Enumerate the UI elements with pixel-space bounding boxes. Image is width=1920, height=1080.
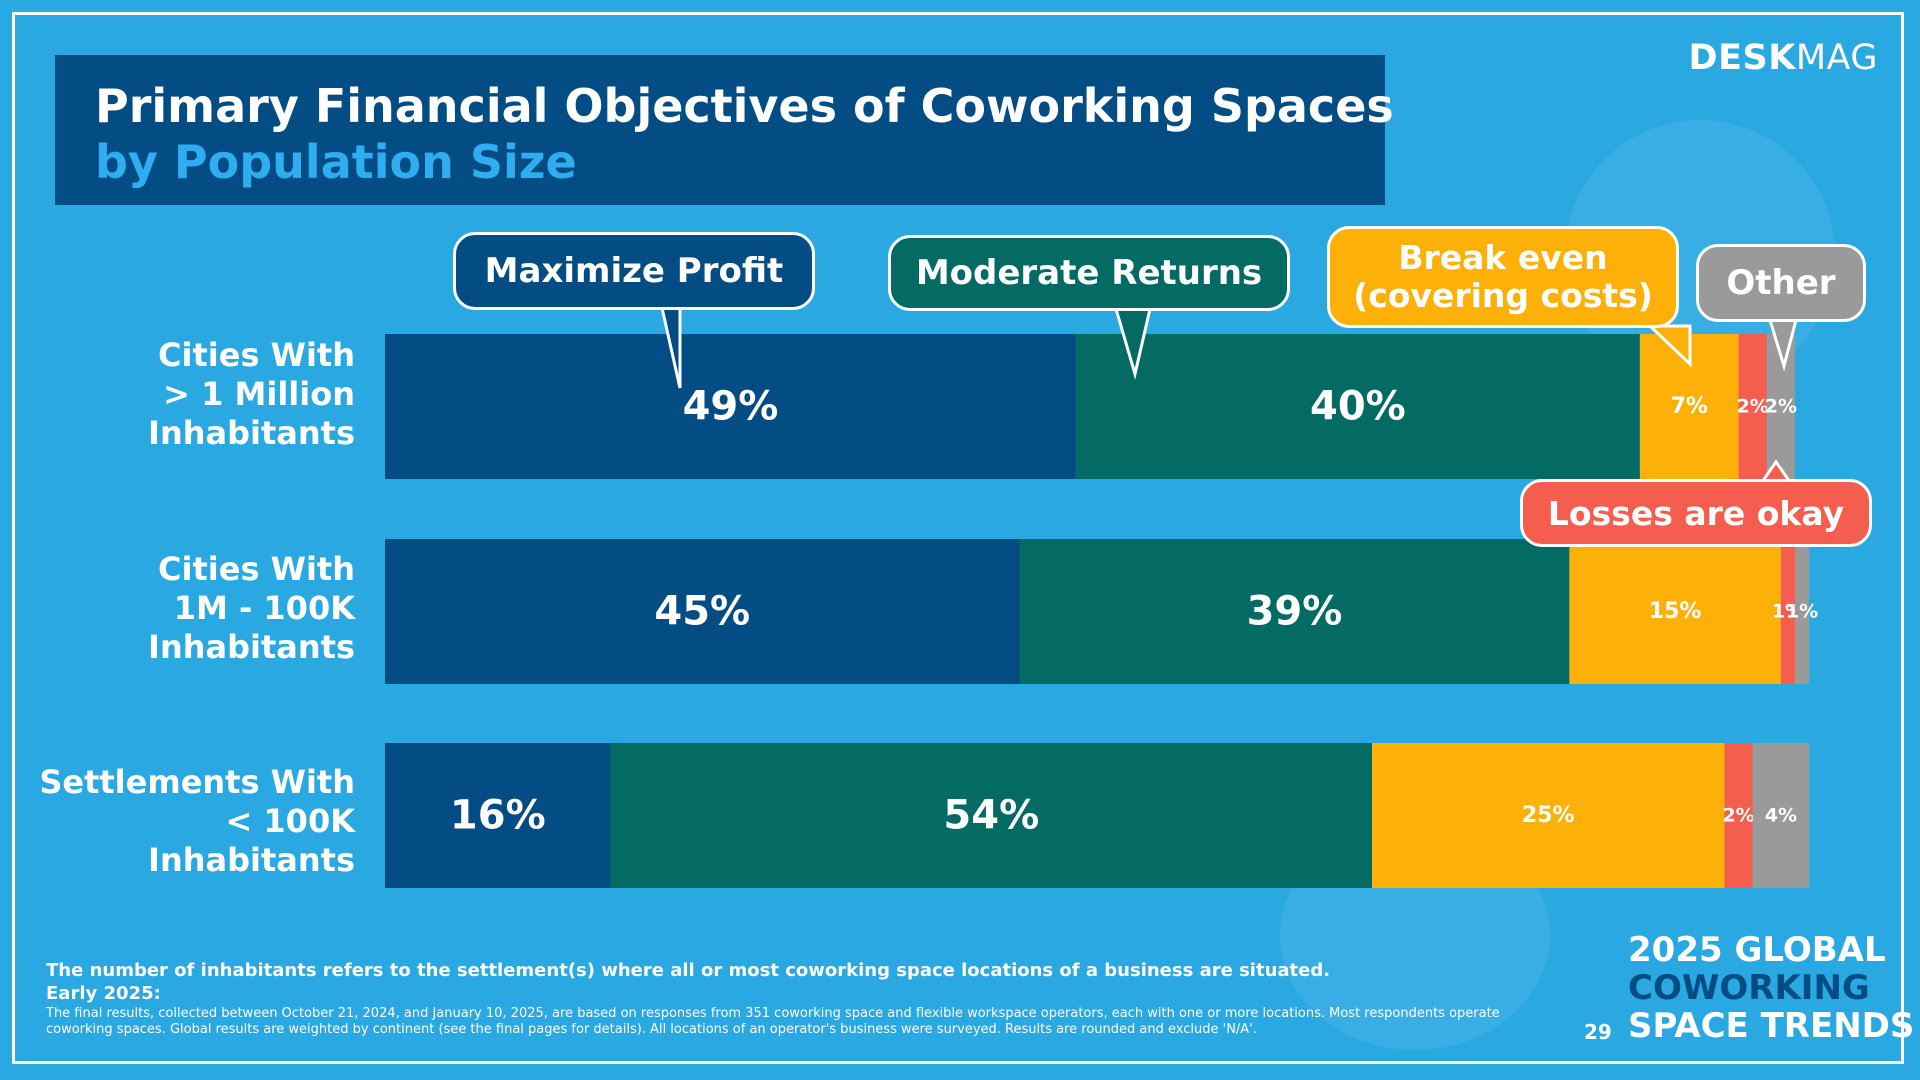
data-label-moderate-returns-row-2: 39% (1247, 589, 1343, 635)
data-label-break-even-row-1: 7% (1671, 394, 1708, 419)
bar-segment-losses-okay-row-1 (1738, 334, 1767, 479)
data-label-maximize-profit-row-1: 49% (683, 384, 779, 430)
data-label-maximize-profit-row-2: 45% (654, 589, 750, 635)
legend-label-other: Other (1726, 263, 1836, 303)
callout-pointer-break-even (1646, 324, 1692, 368)
legend-bubble-break-even: Break even (covering costs) (1327, 226, 1679, 328)
bar-segment-other-row-3 (1752, 743, 1810, 888)
legend-label-break-even: Break even (covering costs) (1353, 238, 1653, 315)
data-label-other-row-2: 1% (1786, 601, 1818, 623)
bar-segment-break-even-row-3 (1372, 743, 1725, 888)
bar-segment-losses-okay-row-3 (1724, 743, 1753, 888)
legend-bubble-maximize-profit: Maximize Profit (453, 232, 815, 310)
bar-segment-moderate-returns-row-3 (610, 743, 1372, 888)
title-box: Primary Financial Objectives of Coworkin… (55, 55, 1394, 205)
legend-bubble-other: Other (1696, 244, 1866, 322)
logo-bold-text: DESK (1688, 38, 1796, 78)
legend-bubble-moderate-returns: Moderate Returns (888, 235, 1290, 311)
legend-label-maximize-profit: Maximize Profit (484, 251, 784, 291)
data-label-losses-okay-row-1: 2% (1737, 396, 1769, 418)
report-title-line1: 2025 GLOBAL (1628, 930, 1886, 970)
footnote-methodology: The final results, collected between Oct… (46, 1006, 1500, 1037)
data-label-break-even-row-3: 25% (1522, 803, 1575, 828)
footnote-early-2025: Early 2025: (46, 983, 161, 1004)
legend-label-moderate-returns: Moderate Returns (915, 253, 1263, 293)
row-label-mid-cities: Cities With 1M - 100K Inhabitants (148, 550, 355, 666)
data-label-other-row-1: 2% (1765, 396, 1797, 418)
bar-segment-moderate-returns-row-2 (1019, 539, 1570, 684)
footnote-population-note: The number of inhabitants refers to the … (46, 960, 1331, 981)
bar-segment-maximize-profit-row-2 (385, 539, 1020, 684)
bar-segment-maximize-profit-row-3 (385, 743, 611, 888)
bar-segment-moderate-returns-row-1 (1075, 334, 1640, 479)
page-number: 29 (1584, 1020, 1612, 1044)
report-title-line3: SPACE TRENDS (1628, 1006, 1915, 1046)
legend-bubble-losses-okay: Losses are okay (1520, 479, 1872, 547)
data-label-other-row-3: 4% (1765, 805, 1797, 827)
slide-frame (12, 12, 1904, 1064)
data-label-moderate-returns-row-1: 40% (1310, 384, 1406, 430)
bar-segment-break-even-row-2 (1569, 539, 1781, 684)
bar-segment-losses-okay-row-2 (1780, 539, 1795, 684)
data-label-break-even-row-2: 15% (1649, 599, 1702, 624)
row-label-large-cities: Cities With > 1 Million Inhabitants (148, 336, 355, 452)
chart-title: Primary Financial Objectives of Coworkin… (95, 79, 1394, 133)
data-label-losses-okay-row-3: 2% (1722, 805, 1754, 827)
bar-segment-other-row-2 (1795, 539, 1810, 684)
legend-label-losses-okay: Losses are okay (1547, 493, 1845, 533)
deskmag-logo: DESKMAG (1689, 38, 1878, 78)
chart-subtitle: by Population Size (95, 135, 577, 189)
logo-light-text: MAG (1795, 38, 1878, 78)
data-label-moderate-returns-row-3: 54% (943, 793, 1039, 839)
bar-segment-maximize-profit-row-1 (385, 334, 1076, 479)
row-label-small-settlements: Settlements With < 100K Inhabitants (39, 763, 355, 879)
report-title-line2: COWORKING (1628, 968, 1870, 1008)
data-label-maximize-profit-row-3: 16% (450, 793, 546, 839)
